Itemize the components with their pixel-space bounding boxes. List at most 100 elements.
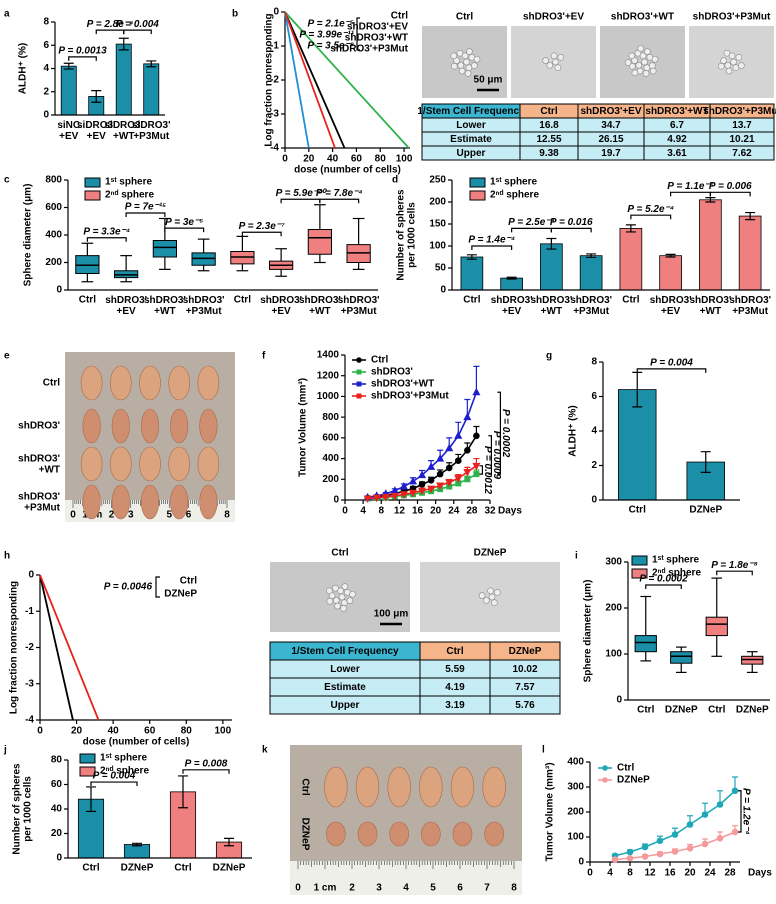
error-bar [546, 237, 557, 250]
p-value: P = 2.1e⁻⁵ [308, 19, 355, 30]
table-value: Lower [330, 664, 360, 675]
x-tick-label: Ctrl [637, 705, 654, 716]
table-value: 12.55 [536, 134, 561, 145]
x-tick-label: DZNeP [689, 505, 722, 516]
significance-bracket [709, 191, 751, 197]
y-tick-label: 60 [51, 779, 63, 790]
box [152, 240, 177, 258]
table-header: DZNeP [509, 646, 542, 657]
table-value: 9.38 [539, 148, 559, 159]
legend-label: 1ˢᵗ sphere [100, 753, 147, 764]
text-line: +WT [39, 464, 60, 475]
photo-label: shDRO3'+WT [611, 12, 674, 23]
y-axis-label: Sphere diameter (μm) [23, 184, 34, 287]
table-value: 6.7 [670, 120, 684, 131]
error-bar [86, 786, 96, 813]
y-tick-label: -3 [270, 109, 279, 120]
y-tick-label: 1200 [317, 370, 340, 381]
error-bar [705, 197, 716, 203]
sphere-cell [644, 48, 651, 55]
x-tick-label: 80 [181, 726, 193, 737]
sphere-cell [557, 54, 565, 61]
text-line: +P3Mut [341, 306, 378, 317]
x-tick-label: 40 [108, 726, 120, 737]
sphere-cell [349, 590, 356, 598]
p-value: P = 0.008 [185, 758, 228, 769]
y-tick-label: 0 [43, 110, 49, 121]
text-line: siNC [57, 120, 80, 131]
text-line: shDRO3' [105, 295, 147, 306]
p-value: P = 7e⁻¹⁵ [125, 202, 167, 213]
point [641, 843, 649, 851]
photo-label: shDRO3'+P3Mut [693, 12, 771, 23]
tumor [82, 408, 101, 444]
legend-label: 2ⁿᵈ sphere [652, 568, 701, 579]
legend-label: 1ˢᵗ sphere [490, 177, 537, 188]
p-value: P = 1.8e⁻⁸ [711, 560, 758, 571]
x-tick-label: DZNeP [736, 705, 769, 716]
text-line: +P3Mut [186, 306, 223, 317]
point [417, 470, 427, 479]
x-tick-label: shDRO3' +P3Mut [183, 295, 225, 317]
point [671, 848, 679, 855]
table-value: 34.7 [601, 120, 621, 131]
p-value: P = 0.0046 [104, 582, 153, 593]
x-tick-label: 4 [360, 506, 366, 517]
bar [579, 255, 603, 291]
x-tick-label: 20 [303, 154, 315, 165]
sphere-cell [465, 64, 473, 72]
box [705, 616, 728, 637]
legend-marker [602, 777, 608, 783]
x-tick-label: 16 [664, 868, 676, 879]
sphere-cell [642, 70, 650, 77]
y-tick-label: 200 [429, 197, 446, 208]
legend-label: 1ˢᵗ sphere [652, 555, 699, 566]
y-tick-label: 250 [429, 175, 446, 186]
text-line: +WT [309, 306, 330, 317]
sphere-cell [635, 62, 643, 69]
ruler-label: 5 [430, 883, 436, 894]
y-tick-label: 200 [322, 474, 339, 485]
point [472, 462, 481, 471]
x-tick-label: 12 [644, 868, 656, 879]
point [399, 491, 408, 499]
error-bar [665, 253, 676, 258]
error-bar [224, 837, 234, 847]
ruler-label: 3 [128, 510, 134, 521]
text-line: shDRO3' [183, 295, 225, 306]
ruler-label: 3 [376, 883, 382, 894]
text-line: shDRO3' [729, 295, 771, 306]
sphere-cell [624, 59, 632, 66]
legend-label: 2ⁿᵈ sphere [490, 190, 539, 201]
sphere-cell [334, 602, 341, 610]
point [464, 476, 471, 483]
legend-bracket [356, 17, 360, 51]
tumor [168, 446, 191, 482]
x-tick-label: 0 [37, 726, 43, 737]
panel-label: g [546, 351, 552, 362]
text-line: shDRO3' [650, 295, 692, 306]
fit-line [39, 574, 74, 721]
text-line: per 1000 cells [22, 776, 33, 842]
table-header: shDRO3'+P3Mut [703, 106, 776, 117]
table-value: 3.19 [445, 700, 465, 711]
table-value: 19.7 [601, 148, 621, 159]
legend-label: shDRO3'+EV [347, 22, 408, 33]
tumor [484, 821, 504, 847]
x-tick-label: 4 [607, 868, 613, 879]
point [731, 828, 739, 836]
legend-swatch [84, 177, 101, 188]
text-line: shDRO3' [530, 295, 572, 306]
y-tick-label: 100 [605, 649, 622, 660]
sphere-cell [629, 62, 636, 70]
panel-label: b [232, 9, 238, 20]
fit-line [284, 11, 310, 149]
x-tick-label: 28 [466, 506, 478, 517]
table-value: 16.8 [539, 120, 559, 131]
text-line: +EV [117, 306, 137, 317]
sphere-cell [723, 49, 731, 57]
y-tick-label: 0 [28, 570, 34, 581]
point [473, 432, 480, 440]
legend-label: Ctrl [617, 763, 634, 774]
tumor [452, 821, 473, 847]
